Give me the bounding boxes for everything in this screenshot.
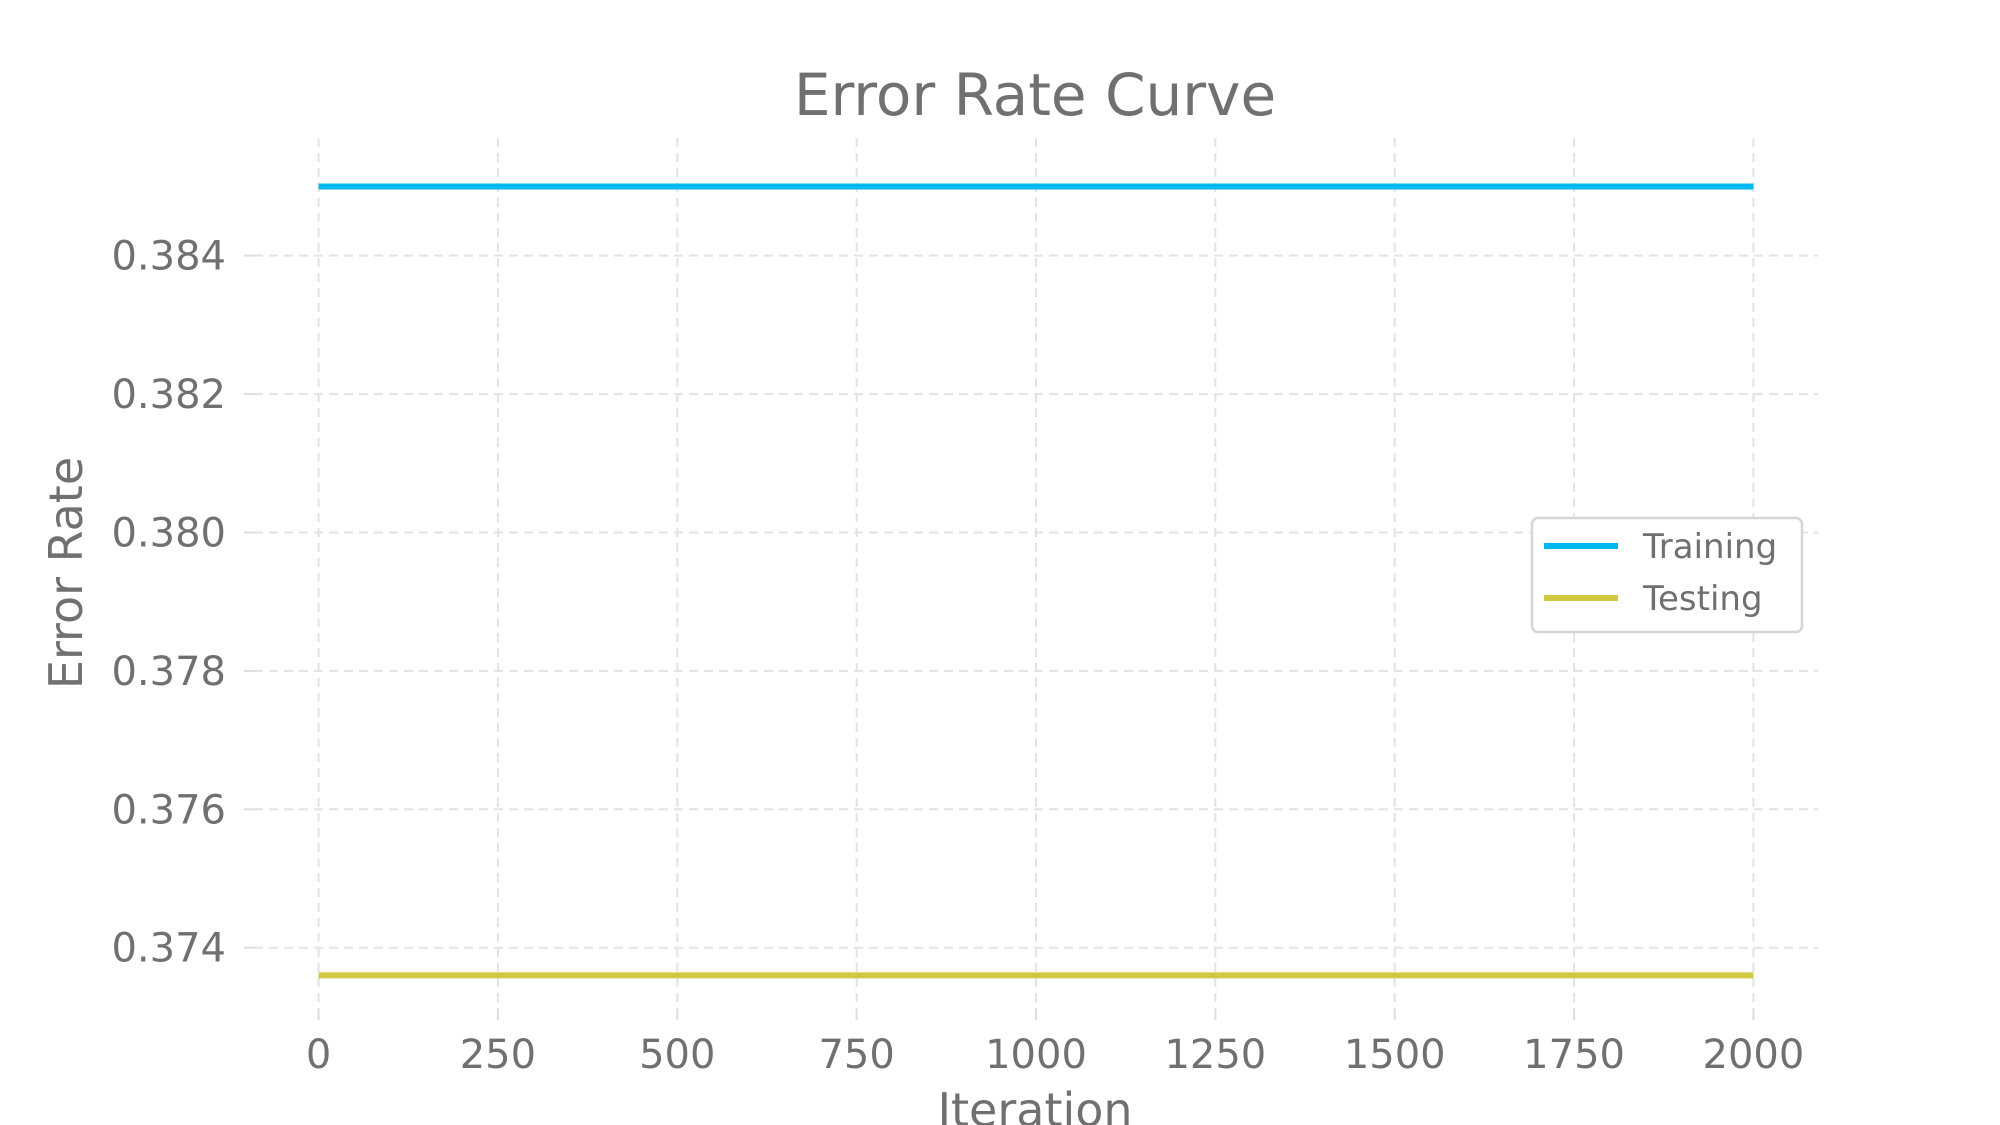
y-tick-label: 0.378 [111, 649, 226, 695]
x-tick-label: 1250 [1164, 1032, 1266, 1078]
x-tick-label: 1000 [985, 1032, 1087, 1078]
x-tick-label: 250 [460, 1032, 536, 1078]
y-tick-label: 0.382 [111, 372, 226, 418]
x-tick-label: 2000 [1703, 1032, 1805, 1078]
tick-layer: 0 250 500 750 1000 1250 1500 1750 2000 0.374 0.376… [111, 234, 1804, 1078]
y-tick-label: 0.380 [111, 510, 226, 556]
y-tick-label: 0.376 [111, 787, 226, 833]
y-tick-label: 0.384 [111, 234, 226, 280]
series-layer [318, 183, 1754, 979]
legend-label-training: Training [1642, 527, 1777, 567]
x-tick-label: 1750 [1523, 1032, 1625, 1078]
legend-label-testing: Testing [1642, 579, 1763, 619]
y-axis-label: Error Rate [39, 457, 93, 689]
x-tick-label: 0 [306, 1032, 331, 1078]
x-tick-label: 1500 [1344, 1032, 1446, 1078]
x-tick-label: 750 [818, 1032, 894, 1078]
y-tick-label: 0.374 [111, 926, 226, 972]
x-axis-label: Iteration [937, 1083, 1132, 1125]
x-tick-label: 500 [639, 1032, 715, 1078]
legend: Training Testing [1530, 516, 1804, 634]
chart-title: Error Rate Curve [794, 61, 1276, 129]
